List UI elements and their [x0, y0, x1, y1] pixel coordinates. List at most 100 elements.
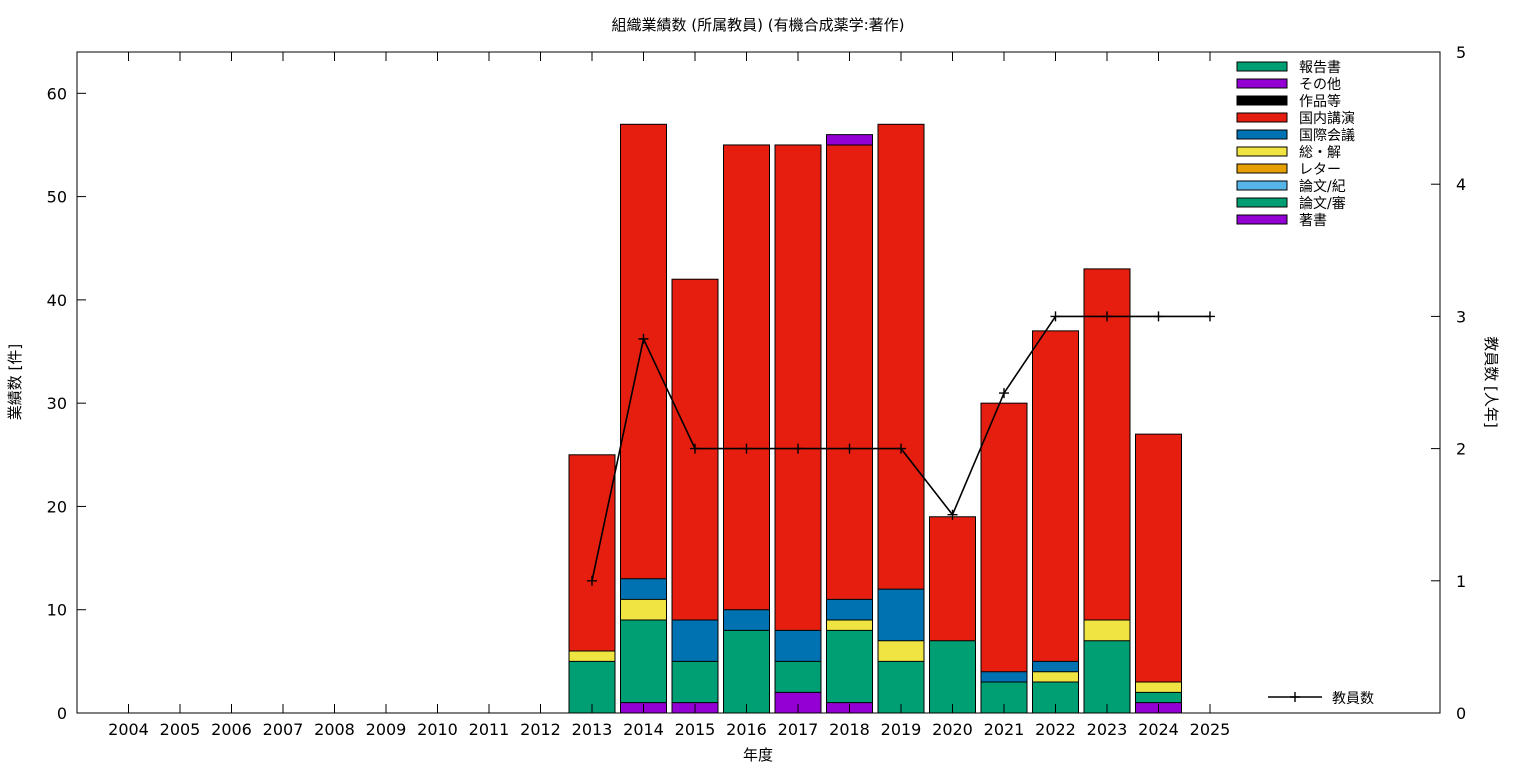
faculty-line-point — [587, 575, 597, 586]
faculty-line-point — [793, 443, 803, 454]
axes: 0 10 20 30 40 50 60 0 1 2 3 4 5 2004 2005 2006 2007 2008 2… — [47, 43, 1467, 739]
bar-segment — [1084, 268, 1130, 621]
bar-segment — [1084, 640, 1130, 713]
x-axis-label: 年度 — [743, 746, 773, 764]
bar-segment — [826, 620, 873, 631]
faculty-line-point — [1153, 311, 1164, 322]
legend-label: 報告書 — [1299, 60, 1341, 76]
faculty-line-point — [1102, 311, 1112, 322]
y-tick-label: 30 — [47, 394, 67, 413]
y2-tick-label: 3 — [1456, 307, 1466, 326]
y-tick-label: 60 — [47, 84, 67, 103]
bar-segment — [569, 454, 615, 652]
y2-tick-label: 5 — [1456, 43, 1466, 62]
bar-segment — [775, 661, 821, 693]
legend-label: 作品等 — [1299, 93, 1341, 110]
y2-tick-label: 1 — [1456, 572, 1466, 591]
bar-segment — [569, 651, 615, 662]
bar-segment — [929, 516, 976, 641]
x-tick-label: 2021 — [984, 720, 1025, 739]
bar-segment — [981, 671, 1027, 683]
bar-stacks — [568, 123, 1182, 714]
legend-swatch — [1236, 163, 1288, 174]
bar-segment — [1032, 671, 1079, 683]
x-tick-label: 2018 — [829, 720, 870, 739]
bar-segment — [929, 640, 976, 713]
bar-segment — [878, 640, 924, 662]
y-tick-label: 10 — [47, 601, 67, 620]
x-tick-label: 2015 — [675, 720, 716, 739]
y-tick-label: 50 — [47, 188, 67, 207]
bar-segment — [826, 134, 873, 145]
plot-frame — [76, 51, 1441, 714]
legend-label: 著書 — [1299, 213, 1327, 229]
bar-segment — [981, 403, 1027, 672]
y2-axis-label: 教員数 [人年] — [1482, 336, 1500, 427]
legend-label: 論文/審 — [1299, 196, 1346, 212]
bar-segment — [878, 124, 924, 590]
x-tick-label: 2006 — [211, 720, 252, 739]
x-tick-label: 2022 — [1035, 720, 1076, 739]
chart-title: 組織業績数 (所属教員) (有機合成薬学:著作) — [612, 16, 905, 34]
bar-segment — [826, 144, 873, 600]
y-tick-label: 0 — [57, 704, 67, 723]
x-tick-label: 2005 — [160, 720, 201, 739]
y-tick-label: 20 — [47, 497, 67, 516]
x-tick-label: 2011 — [469, 720, 510, 739]
bar-segment — [1135, 692, 1182, 703]
legend-swatch — [1236, 61, 1288, 72]
bar-segment — [1084, 620, 1130, 641]
faculty-line-point — [999, 388, 1009, 399]
x-tick-label: 2007 — [263, 720, 304, 739]
x-tick-label: 2024 — [1138, 720, 1179, 739]
x-tick-label: 2014 — [623, 720, 664, 739]
y2-tick-label: 0 — [1456, 704, 1466, 723]
x-tick-label: 2013 — [572, 720, 613, 739]
x-tick-label: 2019 — [881, 720, 922, 739]
faculty-line-point — [1050, 311, 1061, 322]
bar-segment — [723, 144, 770, 610]
legend-label: 総・解 — [1299, 145, 1341, 161]
bar-segment — [620, 620, 667, 703]
bar-segment — [620, 599, 667, 621]
bar-segment — [672, 661, 718, 703]
bar-segment — [723, 609, 770, 631]
legend-swatch — [1236, 95, 1288, 106]
x-tick-label: 2008 — [314, 720, 355, 739]
legend-label: 論文/紀 — [1299, 179, 1346, 195]
y-tick-label: 40 — [47, 291, 67, 310]
x-tick-label: 2009 — [366, 720, 407, 739]
legend-label: その他 — [1299, 77, 1341, 93]
x-tick-label: 2025 — [1190, 720, 1231, 739]
faculty-line-point — [844, 443, 855, 454]
faculty-line-point — [1205, 311, 1215, 322]
faculty-line-point — [896, 443, 906, 454]
bar-segment — [1032, 661, 1079, 672]
faculty-line-point — [947, 509, 958, 520]
x-tick-label: 2004 — [108, 720, 149, 739]
legend-swatch — [1236, 214, 1288, 225]
bar-segment — [723, 630, 770, 713]
x-tick-label: 2012 — [520, 720, 561, 739]
legend-swatch — [1236, 180, 1288, 191]
x-tick-label: 2017 — [778, 720, 819, 739]
bar-segment — [620, 124, 667, 579]
legend-swatch — [1236, 146, 1288, 157]
legend-swatch — [1236, 112, 1288, 123]
bar-segment — [826, 630, 873, 703]
legend-label: レター — [1299, 162, 1341, 178]
bar-segment — [1135, 682, 1182, 693]
faculty-line-point — [690, 443, 700, 454]
bar-segment — [775, 692, 821, 713]
y2-tick-label: 4 — [1456, 175, 1466, 194]
faculty-line-point — [638, 333, 649, 344]
faculty-line-point — [741, 443, 752, 454]
y2-tick-label: 2 — [1456, 440, 1466, 459]
bar-segment — [826, 599, 873, 621]
x-tick-label: 2010 — [417, 720, 458, 739]
faculty-line-layer — [587, 311, 1215, 586]
y-axis-label: 業績数 [件] — [6, 344, 24, 420]
bar-segment — [878, 589, 924, 641]
